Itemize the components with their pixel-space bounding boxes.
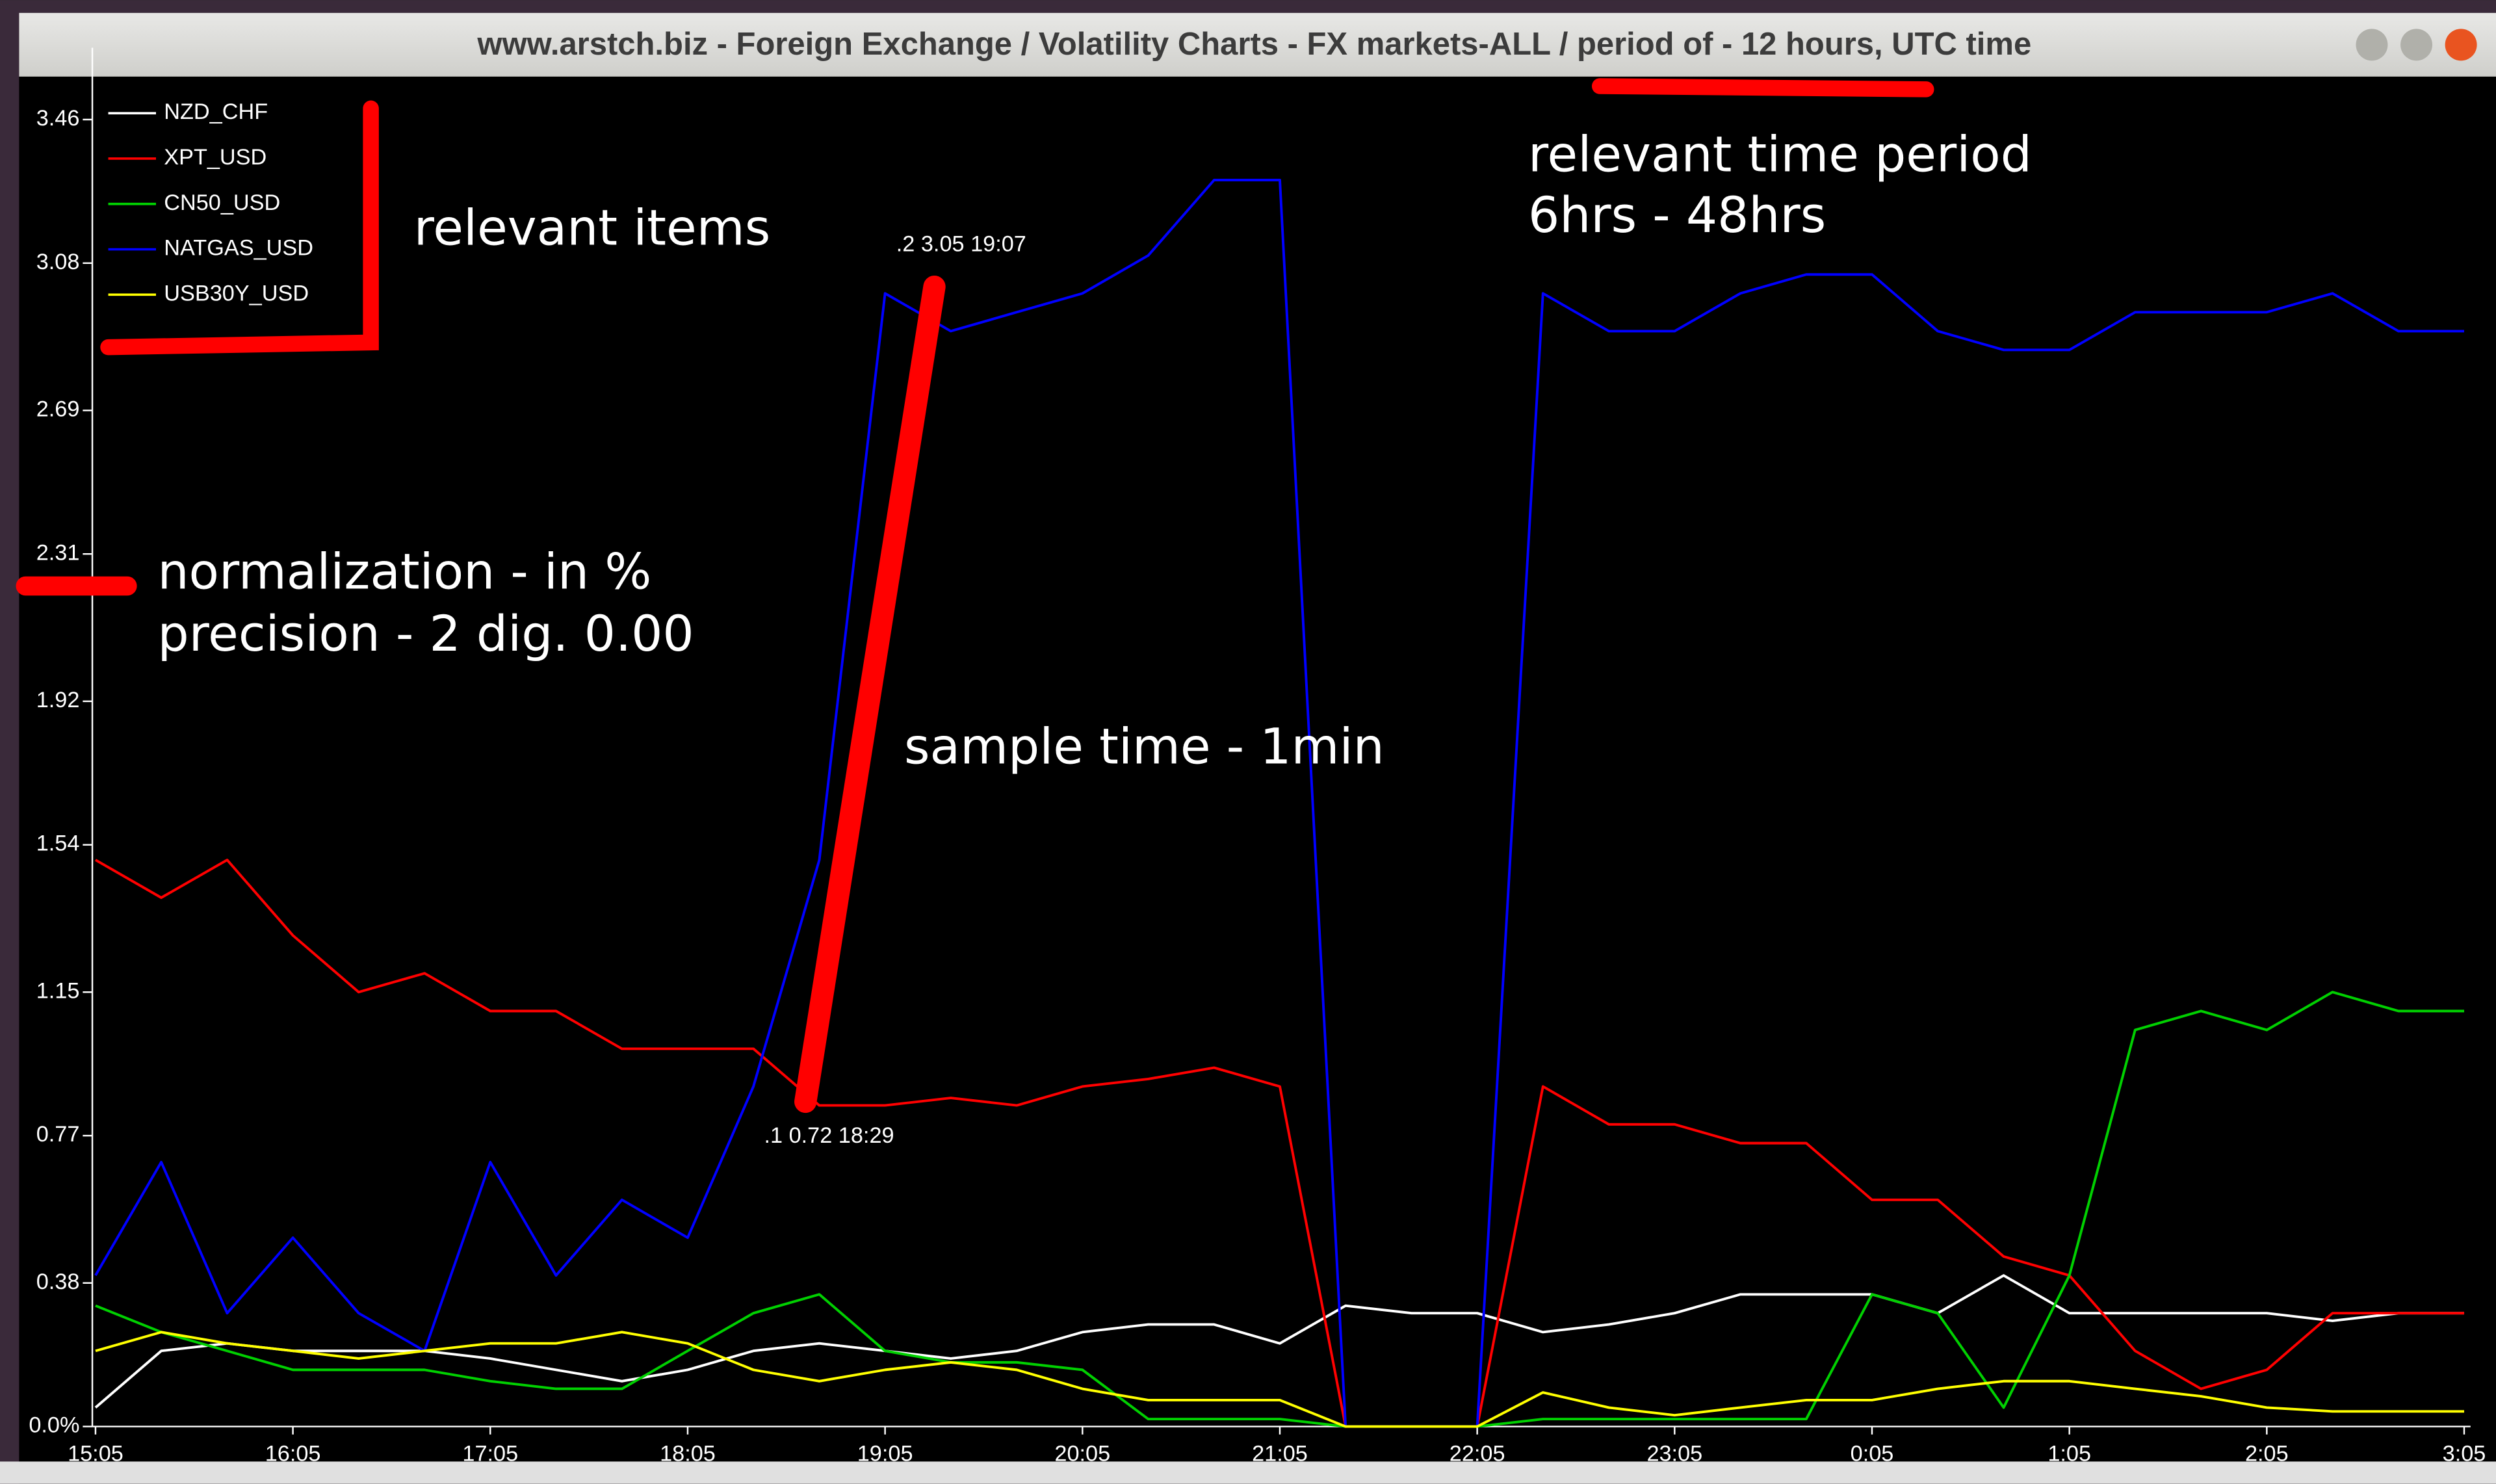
annotation: 6hrs - 48hrs (1528, 187, 1826, 244)
legend-label: NZD_CHF (164, 99, 268, 124)
y-tick-label: 2.31 (36, 540, 80, 565)
series-line (95, 991, 2465, 1428)
close-button[interactable] (2445, 29, 2477, 61)
series-line (94, 179, 2465, 1428)
y-tick-label: 2.69 (36, 397, 80, 421)
x-tick-label: 16:05 (265, 1442, 321, 1466)
series-line (95, 1331, 2465, 1428)
window-title: www.arstch.biz - Foreign Exchange / Vola… (476, 27, 2031, 62)
marker (1591, 78, 1934, 98)
x-tick-label: 15:05 (68, 1442, 124, 1466)
legend-label: NATGAS_USD (164, 236, 313, 261)
window (19, 16, 2496, 1484)
annotation: relevant time period (1528, 126, 2032, 183)
y-tick-label: 1.54 (36, 831, 80, 856)
data-label: .1 0.72 18:29 (764, 1123, 894, 1148)
annotation: relevant items (414, 199, 771, 256)
x-tick-label: 2:05 (2245, 1442, 2289, 1466)
legend-label: XPT_USD (164, 145, 266, 170)
plot-area: 0.0% 0.38 0.77 1.15 1.54 1.92 2.31 2.69 3.08 3.46… (29, 47, 2486, 1466)
x-tick-label: 18:05 (660, 1442, 716, 1466)
red-markers (16, 78, 1934, 1113)
y-tick-label: 3.08 (36, 250, 80, 274)
legend-label: CN50_USD (164, 190, 280, 215)
x-tick-label: 23:05 (1646, 1442, 1702, 1466)
bottom-strip (0, 1461, 2496, 1484)
minimize-button[interactable] (2356, 29, 2388, 61)
series-line (94, 1274, 2465, 1409)
y-tick-label: 1.92 (36, 688, 80, 712)
y-tick-label: 0.77 (36, 1122, 80, 1147)
legend-label: USB30Y_USD (164, 281, 309, 306)
y-tick-label: 3.46 (36, 106, 80, 131)
x-tick-label: 0:05 (1851, 1442, 1894, 1466)
y-tick-label: 0.0% (29, 1413, 79, 1438)
annotation: sample time - 1min (904, 718, 1384, 775)
data-label: .2 3.05 19:07 (896, 231, 1026, 256)
marker (794, 275, 946, 1113)
x-tick-label: 1:05 (2048, 1442, 2091, 1466)
x-tick-label: 20:05 (1054, 1442, 1110, 1466)
x-tick-label: 22:05 (1450, 1442, 1505, 1466)
y-tick-label: 1.15 (36, 978, 80, 1003)
annotation: precision - 2 dig. 0.00 (157, 605, 694, 662)
y-tick-label: 0.38 (36, 1269, 80, 1294)
annotation: normalization - in % (157, 543, 651, 600)
x-tick-label: 21:05 (1252, 1442, 1308, 1466)
maximize-button[interactable] (2400, 29, 2433, 61)
x-tick-label: 17:05 (462, 1442, 518, 1466)
title-bar (19, 12, 2496, 77)
x-tick-label: 3:05 (2443, 1442, 2486, 1466)
x-tick-label: 19:05 (857, 1442, 913, 1466)
marker (100, 100, 379, 356)
